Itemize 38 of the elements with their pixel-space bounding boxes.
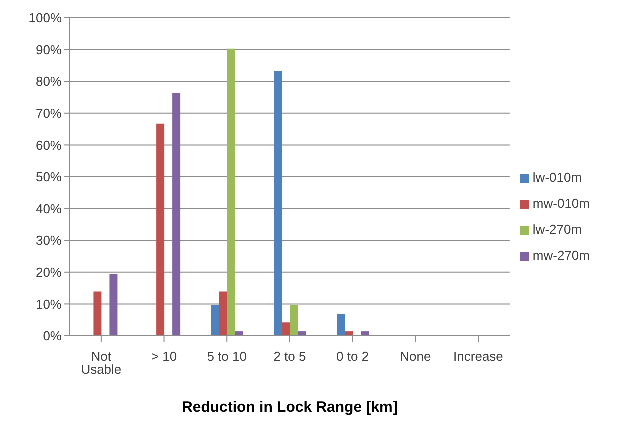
- bar: [156, 124, 165, 336]
- y-tick-label: 20%: [36, 265, 62, 280]
- x-tick-label: > 10: [151, 349, 178, 364]
- x-tick-label: None: [400, 349, 432, 364]
- bar: [337, 314, 346, 336]
- y-tick-label: 80%: [36, 74, 62, 90]
- bar: [345, 332, 354, 336]
- bar: [282, 322, 290, 336]
- bar: [211, 305, 220, 336]
- x-tick-label: 5 to 10: [207, 349, 247, 364]
- y-tick-label: 40%: [36, 201, 62, 216]
- bar: [290, 305, 298, 336]
- bar: [219, 292, 228, 336]
- legend-label: lw-010m: [532, 170, 582, 185]
- legend-label: mw-270m: [532, 248, 590, 263]
- y-tick-label: 60%: [36, 138, 62, 153]
- bar: [361, 332, 370, 336]
- y-tick-label: 0%: [43, 328, 62, 344]
- bar: [298, 332, 306, 336]
- bar: [94, 292, 102, 336]
- y-tick-label: 30%: [36, 233, 62, 248]
- y-tick-label: 70%: [36, 106, 62, 122]
- bar: [110, 274, 118, 336]
- x-tick-label: 2 to 5: [274, 349, 306, 364]
- bar: [235, 332, 244, 336]
- y-tick-label: 10%: [36, 296, 62, 312]
- x-tick-label: Not Usable: [81, 349, 122, 378]
- legend-label: lw-270m: [532, 222, 582, 237]
- legend-label: mw-010m: [532, 196, 590, 211]
- bar: [274, 71, 282, 336]
- y-tick-label: 50%: [36, 170, 62, 185]
- x-axis-title: Reduction in Lock Range [km]: [182, 399, 398, 416]
- y-tick-label: 90%: [36, 42, 62, 58]
- x-tick-label: Increase: [454, 349, 504, 364]
- bar: [172, 93, 181, 336]
- y-tick-label: 100%: [28, 10, 62, 26]
- x-tick-label: 0 to 2: [336, 349, 370, 364]
- bar: [227, 48, 236, 336]
